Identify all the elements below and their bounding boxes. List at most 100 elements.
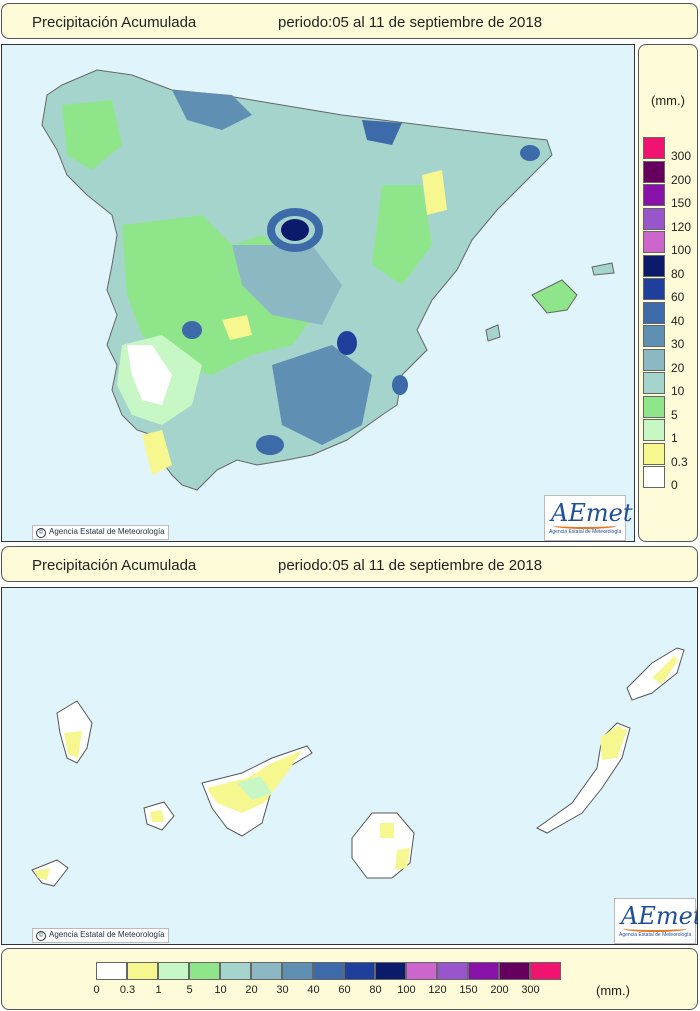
- legend-label-20: 20: [671, 360, 685, 375]
- legend-h-swatch-100: [406, 962, 437, 980]
- rain-zone-30-se: [272, 345, 372, 445]
- legend-swatch-60: [643, 278, 665, 300]
- logo-subtitle-canarias: Agencia Estatal de Meteorología: [619, 932, 692, 938]
- rain-zone-03: [222, 315, 252, 340]
- legend-h-label-1: 1: [155, 984, 162, 996]
- copyright-icon-canarias: ©: [36, 931, 46, 941]
- legend-h-swatch-0: [96, 962, 127, 980]
- legend-label-150: 150: [671, 196, 692, 210]
- map-canarias: © Agencia Estatal de Meteorología AEmet A…: [1, 587, 698, 945]
- legend-units-horizontal: (mm.): [596, 983, 630, 998]
- rain-zone-5b: [62, 100, 122, 170]
- gran-canaria-rain-03: [380, 823, 394, 838]
- legend-label-200: 200: [671, 172, 692, 187]
- rain-cell-40-madrid: [267, 208, 323, 252]
- gran-canaria-rain-03b: [395, 848, 410, 870]
- legend-label-40: 40: [671, 313, 685, 328]
- legend-swatch-80: [643, 254, 665, 277]
- legend-h-swatch-200: [499, 962, 530, 980]
- legend-swatch-200: [643, 160, 665, 183]
- legend-label-0.3: 0.3: [671, 454, 688, 469]
- legend-h-swatch-10: [220, 962, 251, 980]
- la-palma-rain-03: [64, 731, 82, 758]
- map-peninsula: © Agencia Estatal de Meteorología AEmet A…: [1, 44, 635, 542]
- legend-label-300: 300: [671, 149, 692, 163]
- legend-vertical: (mm.) 0 0.3 1 5 10 20 30 40 60 80 100 120 150 200 300: [638, 44, 698, 542]
- legend-h-label-40: 40: [307, 984, 320, 996]
- legend-label-5: 5: [671, 407, 678, 422]
- canarias-map-svg: [31, 647, 685, 887]
- legend-h-label-80: 80: [369, 984, 382, 996]
- map-title-canarias: Precipitación Acumulada: [32, 557, 197, 574]
- legend-h-label-0.3: 0.3: [119, 984, 136, 996]
- legend-label-120: 120: [671, 219, 692, 234]
- la-gomera-rain-03: [150, 810, 164, 822]
- legend-swatch-0: [643, 466, 665, 488]
- title-bar-peninsula: Precipitación Acumulada periodo:05 al 11…: [1, 3, 698, 39]
- logo-subtitle: Agencia Estatal de Meteorología: [549, 529, 622, 535]
- legend-h-label-300: 300: [521, 984, 540, 996]
- legend-h-label-0: 0: [93, 984, 100, 996]
- rain-cell-40-west: [182, 321, 202, 339]
- rain-zone-40-north: [362, 120, 402, 145]
- logo-swoosh: [553, 522, 617, 529]
- legend-h-swatch-300: [530, 962, 561, 980]
- legend-label-30: 30: [671, 337, 685, 351]
- legend-h-swatch-5: [189, 962, 220, 980]
- rain-cell-60-albacete: [337, 331, 357, 355]
- legend-label-10: 10: [671, 384, 685, 398]
- menorca-island: [591, 262, 615, 276]
- el-hierro-rain-03: [34, 868, 50, 880]
- legend-h-label-30: 30: [276, 984, 289, 996]
- rain-zone-20-center: [232, 245, 342, 325]
- rain-zone-03c: [142, 430, 172, 475]
- rain-cell-80-madrid: [281, 219, 309, 241]
- legend-h-swatch-80: [375, 962, 406, 980]
- ibiza-island: [485, 324, 501, 342]
- legend-label-100: 100: [671, 243, 692, 257]
- map-period: periodo:05 al 11 de septiembre de 2018: [278, 14, 543, 31]
- legend-swatch-20: [643, 348, 665, 371]
- legend-swatch-100: [643, 231, 665, 253]
- copyright-icon: ©: [36, 528, 46, 538]
- credit-peninsula: © Agencia Estatal de Meteorología: [32, 525, 169, 540]
- mallorca-island: [531, 279, 578, 314]
- lanzarote-rain-03: [652, 656, 678, 684]
- title-bar-canarias: Precipitación Acumulada periodo:05 al 11…: [1, 546, 698, 582]
- el-hierro-island: [31, 859, 69, 887]
- legend-label-60: 60: [671, 290, 685, 304]
- legend-h-label-100: 100: [397, 984, 416, 996]
- rain-cell-40-catalonia: [520, 145, 540, 161]
- fuerteventura-rain-03: [600, 726, 627, 760]
- legend-swatch-30: [643, 325, 665, 347]
- rain-cell-40-south: [256, 435, 284, 455]
- legend-label-1: 1: [671, 431, 678, 445]
- legend-h-label-200: 200: [490, 984, 509, 996]
- legend-h-label-150: 150: [459, 984, 478, 996]
- tenerife-rain-1: [237, 776, 272, 800]
- legend-label-80: 80: [671, 266, 685, 281]
- legend-label-0: 0: [671, 478, 678, 492]
- legend-swatch-40: [643, 301, 665, 324]
- legend-h-label-120: 120: [428, 984, 447, 996]
- legend-swatch-1: [643, 419, 665, 441]
- legend-swatch-5: [643, 395, 665, 418]
- map-period-canarias: periodo:05 al 11 de septiembre de 2018: [278, 557, 543, 574]
- legend-h-swatch-30: [282, 962, 313, 980]
- legend-h-label-10: 10: [214, 984, 227, 996]
- legend-h-swatch-40: [313, 962, 344, 980]
- legend-swatch-0.3: [643, 442, 665, 465]
- lanzarote-island: [626, 647, 685, 701]
- aemet-logo-peninsula: AEmet Agencia Estatal de Meteorología: [544, 495, 632, 541]
- credit-canarias: © Agencia Estatal de Meteorología: [32, 928, 169, 943]
- legend-swatch-10: [643, 372, 665, 394]
- legend-h-swatch-0.3: [127, 962, 158, 980]
- map-title: Precipitación Acumulada: [32, 14, 197, 31]
- legend-h-swatch-1: [158, 962, 189, 980]
- legend-h-swatch-150: [468, 962, 499, 980]
- aemet-logo-canarias: AEmet Agencia Estatal de Meteorología: [614, 898, 697, 944]
- logo-swoosh-canarias: [623, 925, 687, 932]
- rain-cell-40-coast: [392, 375, 408, 395]
- legend-h-swatch-20: [251, 962, 282, 980]
- legend-h-label-5: 5: [186, 984, 193, 996]
